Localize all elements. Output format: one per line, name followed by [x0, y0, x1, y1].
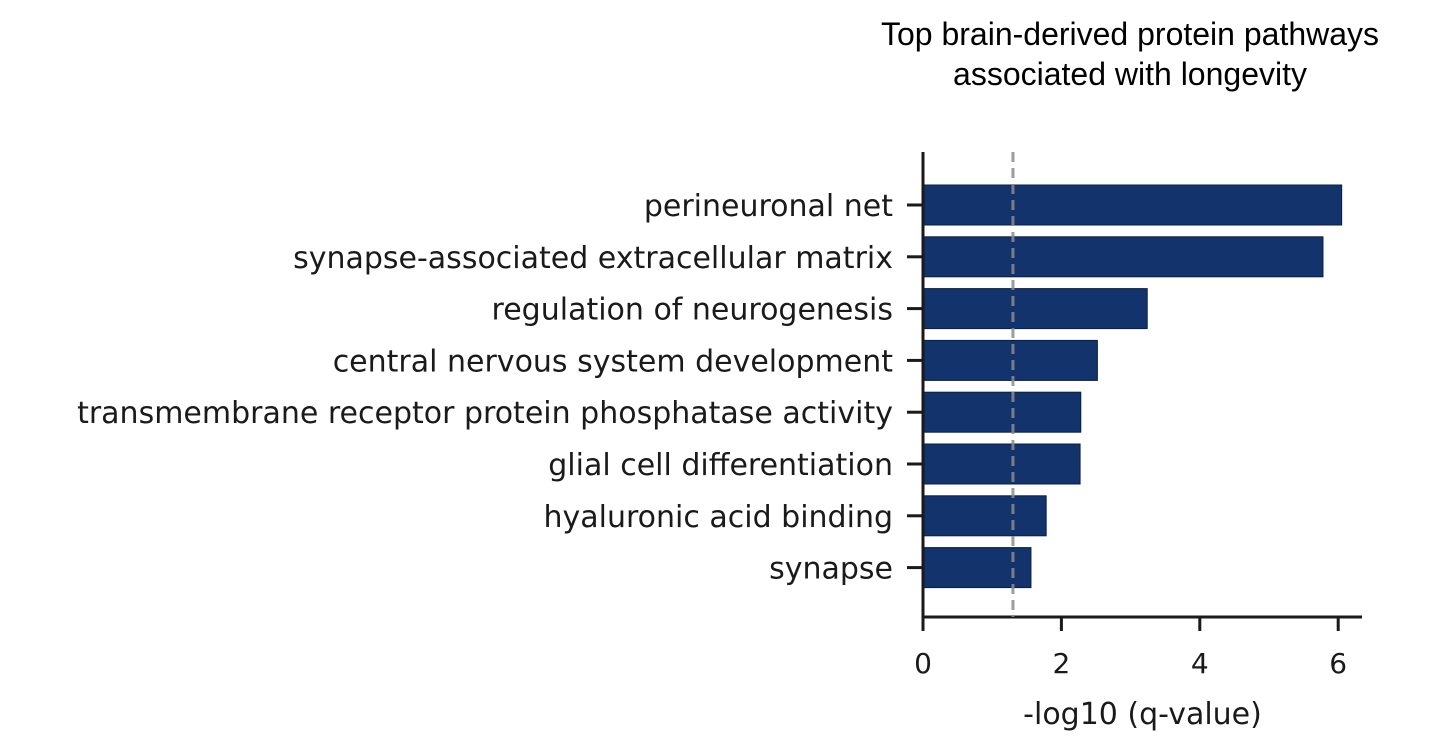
bar — [922, 288, 1148, 330]
x-axis-ticks: 0 2 4 6 — [914, 617, 1347, 680]
x-axis-label: -log10 (q-value) — [1023, 697, 1262, 732]
bar — [922, 339, 1098, 381]
category-label: transmembrane receptor protein phosphata… — [77, 396, 893, 431]
bar — [922, 495, 1047, 537]
bar — [922, 236, 1324, 278]
category-label: perineuronal net — [644, 189, 893, 224]
chart-title-line-1: Top brain-derived protein pathways — [880, 16, 1380, 52]
category-label: regulation of neurogenesis — [492, 293, 893, 328]
y-axis-ticks — [907, 203, 923, 570]
bar — [922, 547, 1032, 589]
bar — [922, 391, 1082, 433]
category-label: synapse — [769, 552, 893, 587]
category-label: synapse-associated extracellular matrix — [293, 241, 893, 276]
x-tick-label: 6 — [1329, 647, 1347, 680]
bar — [922, 443, 1081, 485]
bar — [922, 184, 1343, 226]
category-label: central nervous system development — [333, 344, 894, 379]
x-tick-label: 2 — [1052, 647, 1070, 680]
bars-group — [922, 184, 1343, 589]
category-labels: perineuronal net synapse-associated extra… — [77, 189, 893, 587]
chart-title: Top brain-derived protein pathways assoc… — [820, 14, 1440, 94]
chart-title-line-2: associated with longevity — [953, 56, 1307, 92]
category-label: glial cell differentiation — [548, 448, 893, 483]
category-label: hyaluronic acid binding — [543, 500, 893, 535]
x-tick-label: 4 — [1191, 647, 1209, 680]
x-tick-label: 0 — [914, 647, 932, 680]
